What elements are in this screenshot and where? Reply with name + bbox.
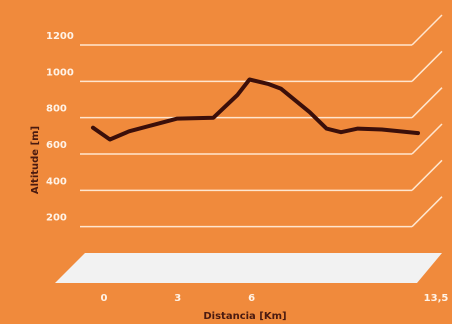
y-tick-label: 400	[46, 176, 67, 187]
series-layer	[91, 77, 420, 142]
x-axis-title: Distancia [Km]	[203, 311, 286, 322]
floor-layer	[55, 253, 442, 283]
elevation-line	[91, 77, 420, 142]
x-tick-label: 6	[248, 293, 255, 304]
gridline-tail	[411, 50, 443, 82]
x-tick-label: 13,5	[424, 293, 449, 304]
gridline-tail	[411, 159, 443, 191]
y-axis-title: Altitude [m]	[30, 126, 41, 194]
x-tick-label: 0	[101, 293, 108, 304]
gridline-tail	[411, 196, 443, 228]
floor-plane	[55, 253, 442, 283]
y-axis: 200 400 600 800 1000 1200	[46, 31, 74, 224]
gridline-tail	[411, 14, 443, 46]
gridline-tail	[411, 123, 443, 155]
x-axis: 0 3 6 13,5	[101, 293, 449, 304]
y-tick-label: 600	[46, 140, 67, 151]
y-tick-label: 1000	[46, 67, 74, 78]
x-tick-label: 3	[174, 293, 181, 304]
y-tick-label: 800	[46, 104, 67, 115]
gridline-tail	[411, 87, 443, 119]
grid-layer	[80, 14, 443, 228]
y-tick-label: 1200	[46, 31, 74, 42]
y-tick-label: 200	[46, 213, 67, 224]
